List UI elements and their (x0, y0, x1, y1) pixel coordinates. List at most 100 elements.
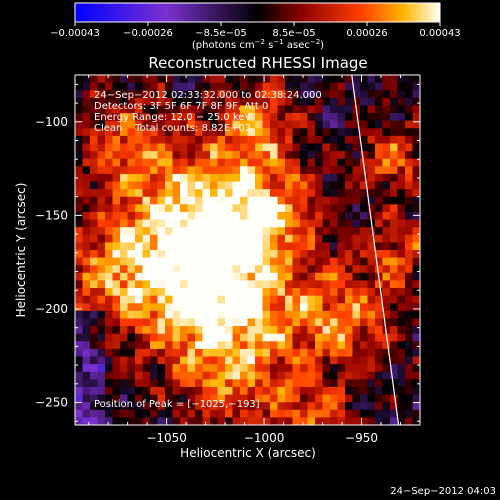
heatmap-cell (135, 371, 143, 380)
heatmap-cell (210, 265, 218, 274)
heatmap-cell (97, 113, 106, 122)
heatmap-cell (232, 257, 241, 266)
heatmap-cell (405, 143, 413, 152)
heatmap-cell (157, 417, 166, 425)
heatmap-cell (255, 135, 263, 144)
heatmap-cell (195, 90, 203, 99)
heatmap-cell (390, 204, 398, 213)
heatmap-cell (120, 386, 128, 395)
heatmap-cell (270, 333, 278, 342)
heatmap-cell (382, 409, 391, 418)
heatmap-cell (285, 181, 293, 190)
heatmap-cell (120, 288, 128, 297)
info-line-energy: Energy Range: 12.0 − 25.0 keV (94, 112, 251, 123)
heatmap-cell (180, 189, 188, 198)
heatmap-cell (135, 166, 143, 175)
heatmap-cell (255, 196, 263, 205)
heatmap-cell (390, 288, 398, 297)
heatmap-cell (307, 379, 316, 388)
heatmap-cell (255, 333, 263, 342)
heatmap-cell (217, 120, 226, 129)
heatmap-cell (285, 189, 293, 198)
heatmap-cell (412, 280, 420, 289)
heatmap-cell (270, 90, 278, 99)
heatmap-cell (150, 90, 158, 99)
heatmap-cell (405, 250, 413, 259)
heatmap-cell (105, 288, 113, 297)
heatmap-cell (165, 143, 173, 152)
heatmap-cell (240, 364, 248, 373)
heatmap-cell (127, 97, 136, 106)
heatmap-cell (105, 219, 113, 228)
heatmap-cell (97, 75, 106, 84)
heatmap-cell (397, 250, 406, 259)
heatmap-cell (105, 227, 113, 236)
heatmap-cell (82, 219, 91, 228)
heatmap-cell (202, 75, 211, 84)
heatmap-cell (112, 196, 121, 205)
heatmap-cell (337, 272, 346, 281)
heatmap-cell (90, 272, 98, 281)
heatmap-cell (240, 151, 248, 160)
heatmap-cell (292, 333, 301, 342)
heatmap-cell (352, 417, 361, 425)
footer-timestamp: 24−Sep−2012 04:03 (390, 486, 496, 497)
heatmap-cell (255, 181, 263, 190)
heatmap-cell (142, 348, 151, 357)
heatmap-cell (255, 250, 263, 259)
heatmap-cell (375, 113, 383, 122)
heatmap-cell (367, 333, 376, 342)
heatmap-cell (172, 128, 181, 137)
heatmap-cell (217, 348, 226, 357)
heatmap-cell (225, 189, 233, 198)
heatmap-cell (187, 158, 196, 167)
heatmap-cell (180, 272, 188, 281)
heatmap-cell (232, 219, 241, 228)
heatmap-cell (150, 181, 158, 190)
heatmap-cell (247, 356, 256, 365)
heatmap-cell (397, 288, 406, 297)
heatmap-cell (322, 204, 331, 213)
heatmap-cell (157, 227, 166, 236)
heatmap-cell (187, 257, 196, 266)
heatmap-cell (150, 75, 158, 84)
heatmap-cell (352, 181, 361, 190)
heatmap-cell (142, 113, 151, 122)
heatmap-cell (240, 371, 248, 380)
heatmap-cell (277, 310, 286, 319)
heatmap-cell (210, 227, 218, 236)
heatmap-cell (150, 280, 158, 289)
heatmap-cell (75, 181, 83, 190)
heatmap-cell (240, 265, 248, 274)
heatmap-cell (375, 356, 383, 365)
heatmap-cell (157, 158, 166, 167)
heatmap-cell (315, 227, 323, 236)
heatmap-cell (97, 295, 106, 304)
heatmap-cell (90, 310, 98, 319)
heatmap-cell (292, 417, 301, 425)
heatmap-cell (405, 97, 413, 106)
heatmap-cell (315, 341, 323, 350)
heatmap-cell (345, 105, 353, 114)
heatmap-cell (120, 173, 128, 182)
heatmap-cell (90, 135, 98, 144)
heatmap-cell (82, 227, 91, 236)
heatmap-cell (120, 82, 128, 91)
heatmap-cell (360, 105, 368, 114)
heatmap-cell (412, 379, 420, 388)
heatmap-cell (165, 310, 173, 319)
heatmap-cell (307, 113, 316, 122)
heatmap-cell (90, 181, 98, 190)
heatmap-cell (97, 310, 106, 319)
heatmap-cell (300, 288, 308, 297)
heatmap-cell (225, 250, 233, 259)
heatmap-cell (135, 173, 143, 182)
heatmap-cell (232, 417, 241, 425)
heatmap-cell (292, 143, 301, 152)
heatmap-cell (157, 128, 166, 137)
heatmap-cell (202, 402, 211, 411)
heatmap-cell (390, 341, 398, 350)
heatmap-cell (285, 386, 293, 395)
heatmap-cell (412, 295, 420, 304)
heatmap-cell (277, 402, 286, 411)
